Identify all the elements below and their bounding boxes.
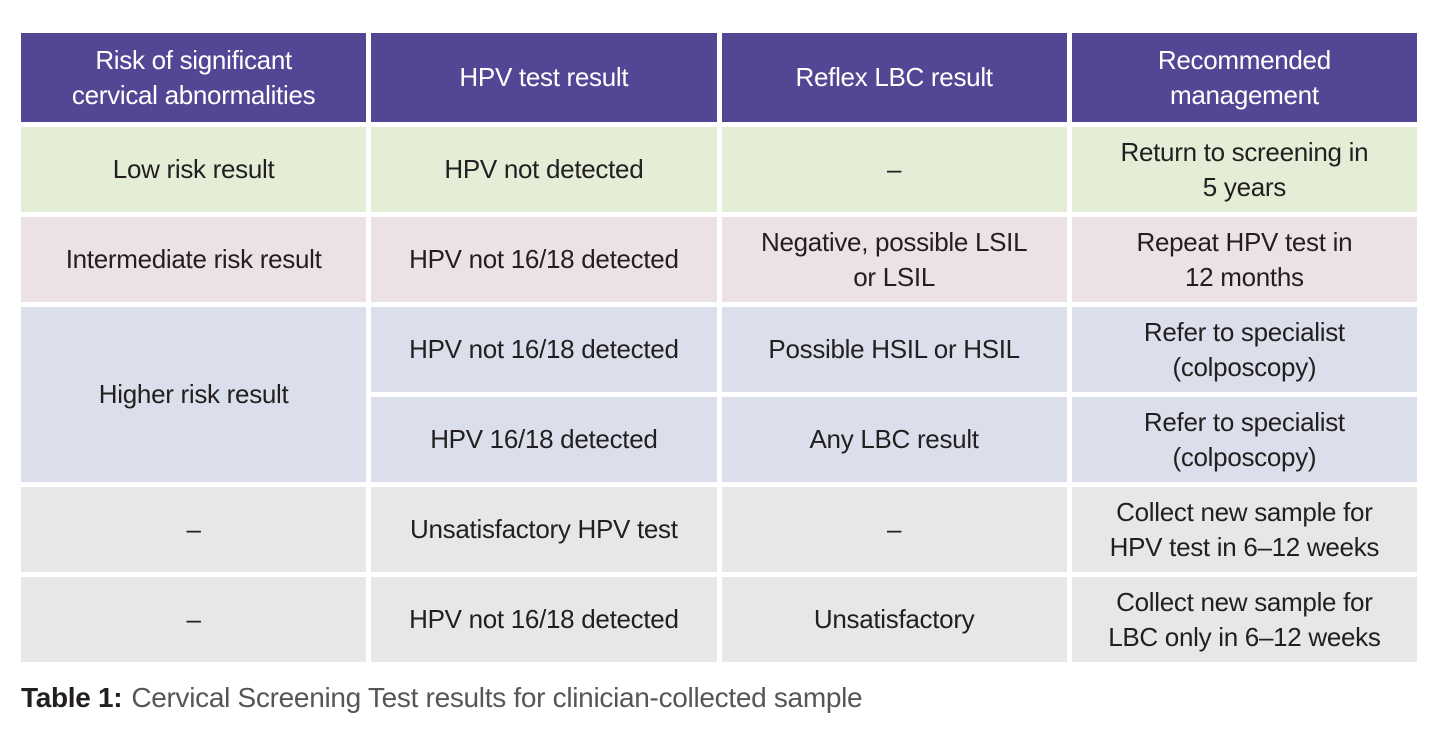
cell-hpv-result: HPV not detected	[371, 127, 717, 212]
cell-management: Refer to specialist (colposcopy)	[1071, 397, 1417, 482]
cell-reflex-lbc: Any LBC result	[721, 397, 1067, 482]
cell-hpv-result: HPV 16/18 detected	[371, 397, 717, 482]
cell-risk: –	[21, 577, 367, 662]
cell-reflex-lbc: Possible HSIL or HSIL	[721, 307, 1067, 392]
table-row-unsatisfactory-hpv: – Unsatisfactory HPV test – Collect new …	[21, 487, 1417, 572]
cell-management: Refer to specialist (colposcopy)	[1071, 307, 1417, 392]
cell-hpv-result: HPV not 16/18 detected	[371, 307, 717, 392]
table-row-intermediate-risk: Intermediate risk result HPV not 16/18 d…	[21, 217, 1417, 302]
table-row-higher-risk-1: Higher risk result HPV not 16/18 detecte…	[21, 307, 1417, 482]
header-cell-reflex-lbc: Reflex LBC result	[721, 33, 1067, 122]
cell-hpv-result: Unsatisfactory HPV test	[371, 487, 717, 572]
cell-reflex-lbc: Negative, possible LSIL or LSIL	[721, 217, 1067, 302]
table-header-row: Risk of significant cervical abnormaliti…	[21, 33, 1417, 122]
cell-risk: –	[21, 487, 367, 572]
table-row-unsatisfactory-lbc: – HPV not 16/18 detected Unsatisfactory …	[21, 577, 1417, 662]
header-cell-hpv-result: HPV test result	[371, 33, 717, 122]
table-row-higher-risk-2: HPV 16/18 detected Any LBC result Refer …	[21, 397, 1417, 482]
cell-management: Repeat HPV test in 12 months	[1071, 217, 1417, 302]
table-row-low-risk: Low risk result HPV not detected – Retur…	[21, 127, 1417, 212]
cell-management: Collect new sample for LBC only in 6–12 …	[1071, 577, 1417, 662]
cell-management: Collect new sample for HPV test in 6–12 …	[1071, 487, 1417, 572]
header-cell-risk: Risk of significant cervical abnormaliti…	[21, 33, 367, 122]
table-caption-text: Cervical Screening Test results for clin…	[131, 682, 863, 713]
cell-risk: Intermediate risk result	[21, 217, 367, 302]
table-caption-label: Table 1:	[21, 682, 123, 713]
cell-risk-merged: Higher risk result	[21, 307, 367, 482]
cell-hpv-result: HPV not 16/18 detected	[371, 217, 717, 302]
table-caption: Table 1: Cervical Screening Test results …	[21, 682, 1446, 714]
header-cell-management: Recommended management	[1071, 33, 1417, 122]
cell-reflex-lbc: –	[721, 487, 1067, 572]
cell-reflex-lbc: Unsatisfactory	[721, 577, 1067, 662]
cell-risk: Low risk result	[21, 127, 367, 212]
cervical-screening-results-table: Risk of significant cervical abnormaliti…	[16, 28, 1422, 667]
cell-reflex-lbc: –	[721, 127, 1067, 212]
cell-management: Return to screening in 5 years	[1071, 127, 1417, 212]
cell-hpv-result: HPV not 16/18 detected	[371, 577, 717, 662]
